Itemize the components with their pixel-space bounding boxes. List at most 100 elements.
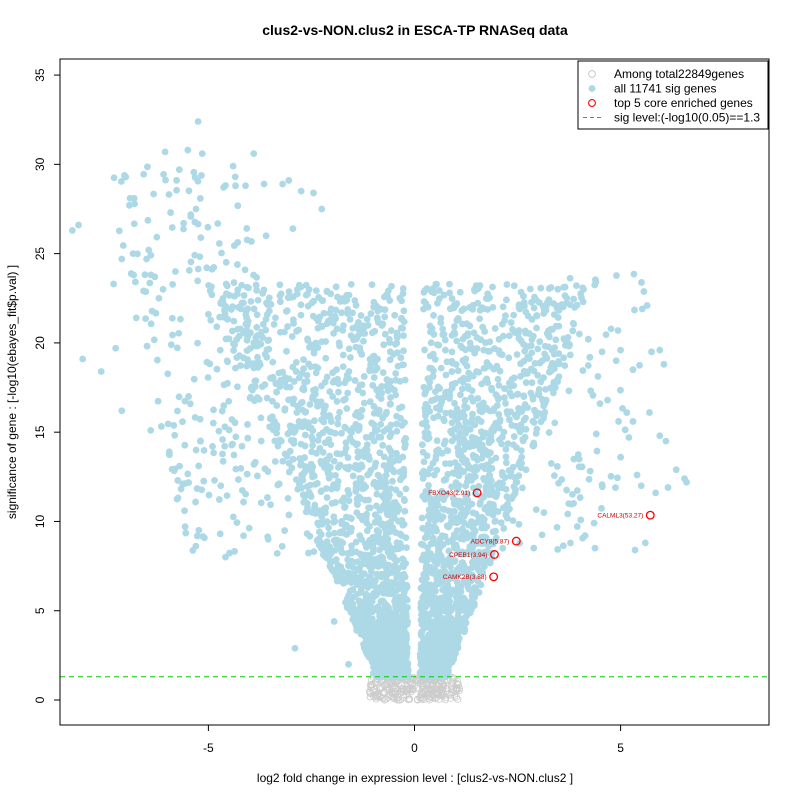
sig-point	[435, 631, 443, 639]
nonsig-point	[426, 684, 434, 693]
sig-point	[506, 389, 514, 397]
sig-point	[68, 227, 76, 234]
sig-point	[342, 523, 349, 531]
sig-point	[222, 553, 229, 561]
sig-point	[369, 533, 377, 541]
sig-point	[330, 329, 338, 337]
sig-point	[397, 580, 405, 588]
sig-point	[362, 608, 370, 615]
sig-point	[448, 411, 456, 419]
sig-point	[434, 602, 442, 610]
sig-point	[530, 544, 538, 552]
sig-point	[544, 329, 552, 337]
sig-point	[231, 547, 238, 555]
sig-point	[161, 148, 169, 156]
sig-point	[192, 205, 200, 213]
sig-point	[489, 509, 497, 517]
sig-point	[548, 359, 556, 367]
sig-point	[353, 509, 361, 517]
sig-point	[617, 346, 624, 354]
sig-point	[327, 441, 335, 449]
sig-point	[422, 299, 430, 307]
sig-point	[526, 285, 534, 293]
sig-point	[253, 286, 261, 294]
core-gene-label: FBXO43(2.91)	[428, 490, 470, 497]
sig-point	[310, 189, 317, 197]
nonsig-point	[448, 689, 456, 697]
sig-point	[308, 448, 316, 456]
sig-point	[439, 578, 447, 586]
sig-point	[333, 366, 340, 374]
sig-point	[385, 384, 393, 392]
sig-point	[234, 290, 241, 298]
sig-point	[365, 504, 372, 512]
sig-point	[607, 325, 615, 333]
sig-point	[354, 332, 362, 340]
sig-point	[185, 479, 193, 486]
sig-point	[629, 418, 637, 425]
sig-point	[206, 360, 214, 368]
sig-point	[461, 499, 469, 506]
sig-point	[276, 281, 284, 289]
sig-point	[481, 447, 489, 455]
sig-point	[323, 288, 331, 296]
sig-point	[191, 413, 199, 421]
sig-point	[491, 345, 498, 352]
sig-point	[431, 670, 439, 677]
sig-point	[401, 497, 408, 505]
sig-point	[110, 174, 118, 182]
sig-point	[612, 357, 620, 365]
sig-point	[381, 538, 389, 545]
sig-point	[399, 285, 407, 292]
sig-point	[283, 452, 291, 460]
sig-point	[561, 283, 569, 291]
sig-point	[371, 518, 379, 526]
sig-point	[309, 442, 316, 449]
sig-point	[417, 631, 425, 639]
sig-point	[117, 178, 125, 185]
sig-point	[534, 371, 542, 379]
sig-point	[294, 402, 301, 410]
sig-point	[475, 549, 483, 557]
nonsig-point	[452, 687, 460, 695]
sig-point	[222, 335, 230, 343]
sig-point	[477, 581, 485, 589]
sig-point	[318, 416, 325, 424]
sig-point	[607, 472, 615, 480]
sig-point	[448, 508, 456, 515]
sig-point	[361, 323, 368, 331]
sig-point	[198, 150, 206, 158]
sig-point	[251, 382, 259, 390]
sig-point	[400, 626, 408, 633]
sig-point	[401, 507, 409, 515]
sig-point	[208, 291, 216, 299]
sig-point	[375, 433, 383, 441]
sig-point	[285, 177, 293, 184]
sig-point	[175, 329, 183, 337]
sig-point	[371, 478, 378, 486]
sig-point	[506, 416, 513, 424]
sig-point	[374, 669, 382, 677]
sig-point	[194, 220, 202, 228]
sig-point	[281, 374, 289, 381]
sig-point	[473, 540, 481, 547]
sig-point	[402, 640, 410, 648]
sig-point	[204, 374, 212, 381]
sig-point	[286, 447, 294, 455]
sig-point	[550, 472, 558, 480]
sig-point	[476, 444, 484, 452]
sig-point	[575, 330, 583, 338]
sig-point	[438, 671, 446, 679]
sig-point	[374, 471, 382, 479]
sig-point	[515, 335, 523, 342]
sig-point	[474, 395, 482, 402]
sig-point	[468, 587, 476, 595]
sig-point	[559, 542, 567, 550]
sig-point	[393, 412, 400, 420]
sig-point	[393, 557, 401, 564]
sig-point	[285, 288, 293, 296]
sig-point	[638, 305, 646, 313]
sig-point	[360, 399, 368, 407]
sig-point	[290, 378, 298, 385]
sig-point	[265, 336, 273, 344]
